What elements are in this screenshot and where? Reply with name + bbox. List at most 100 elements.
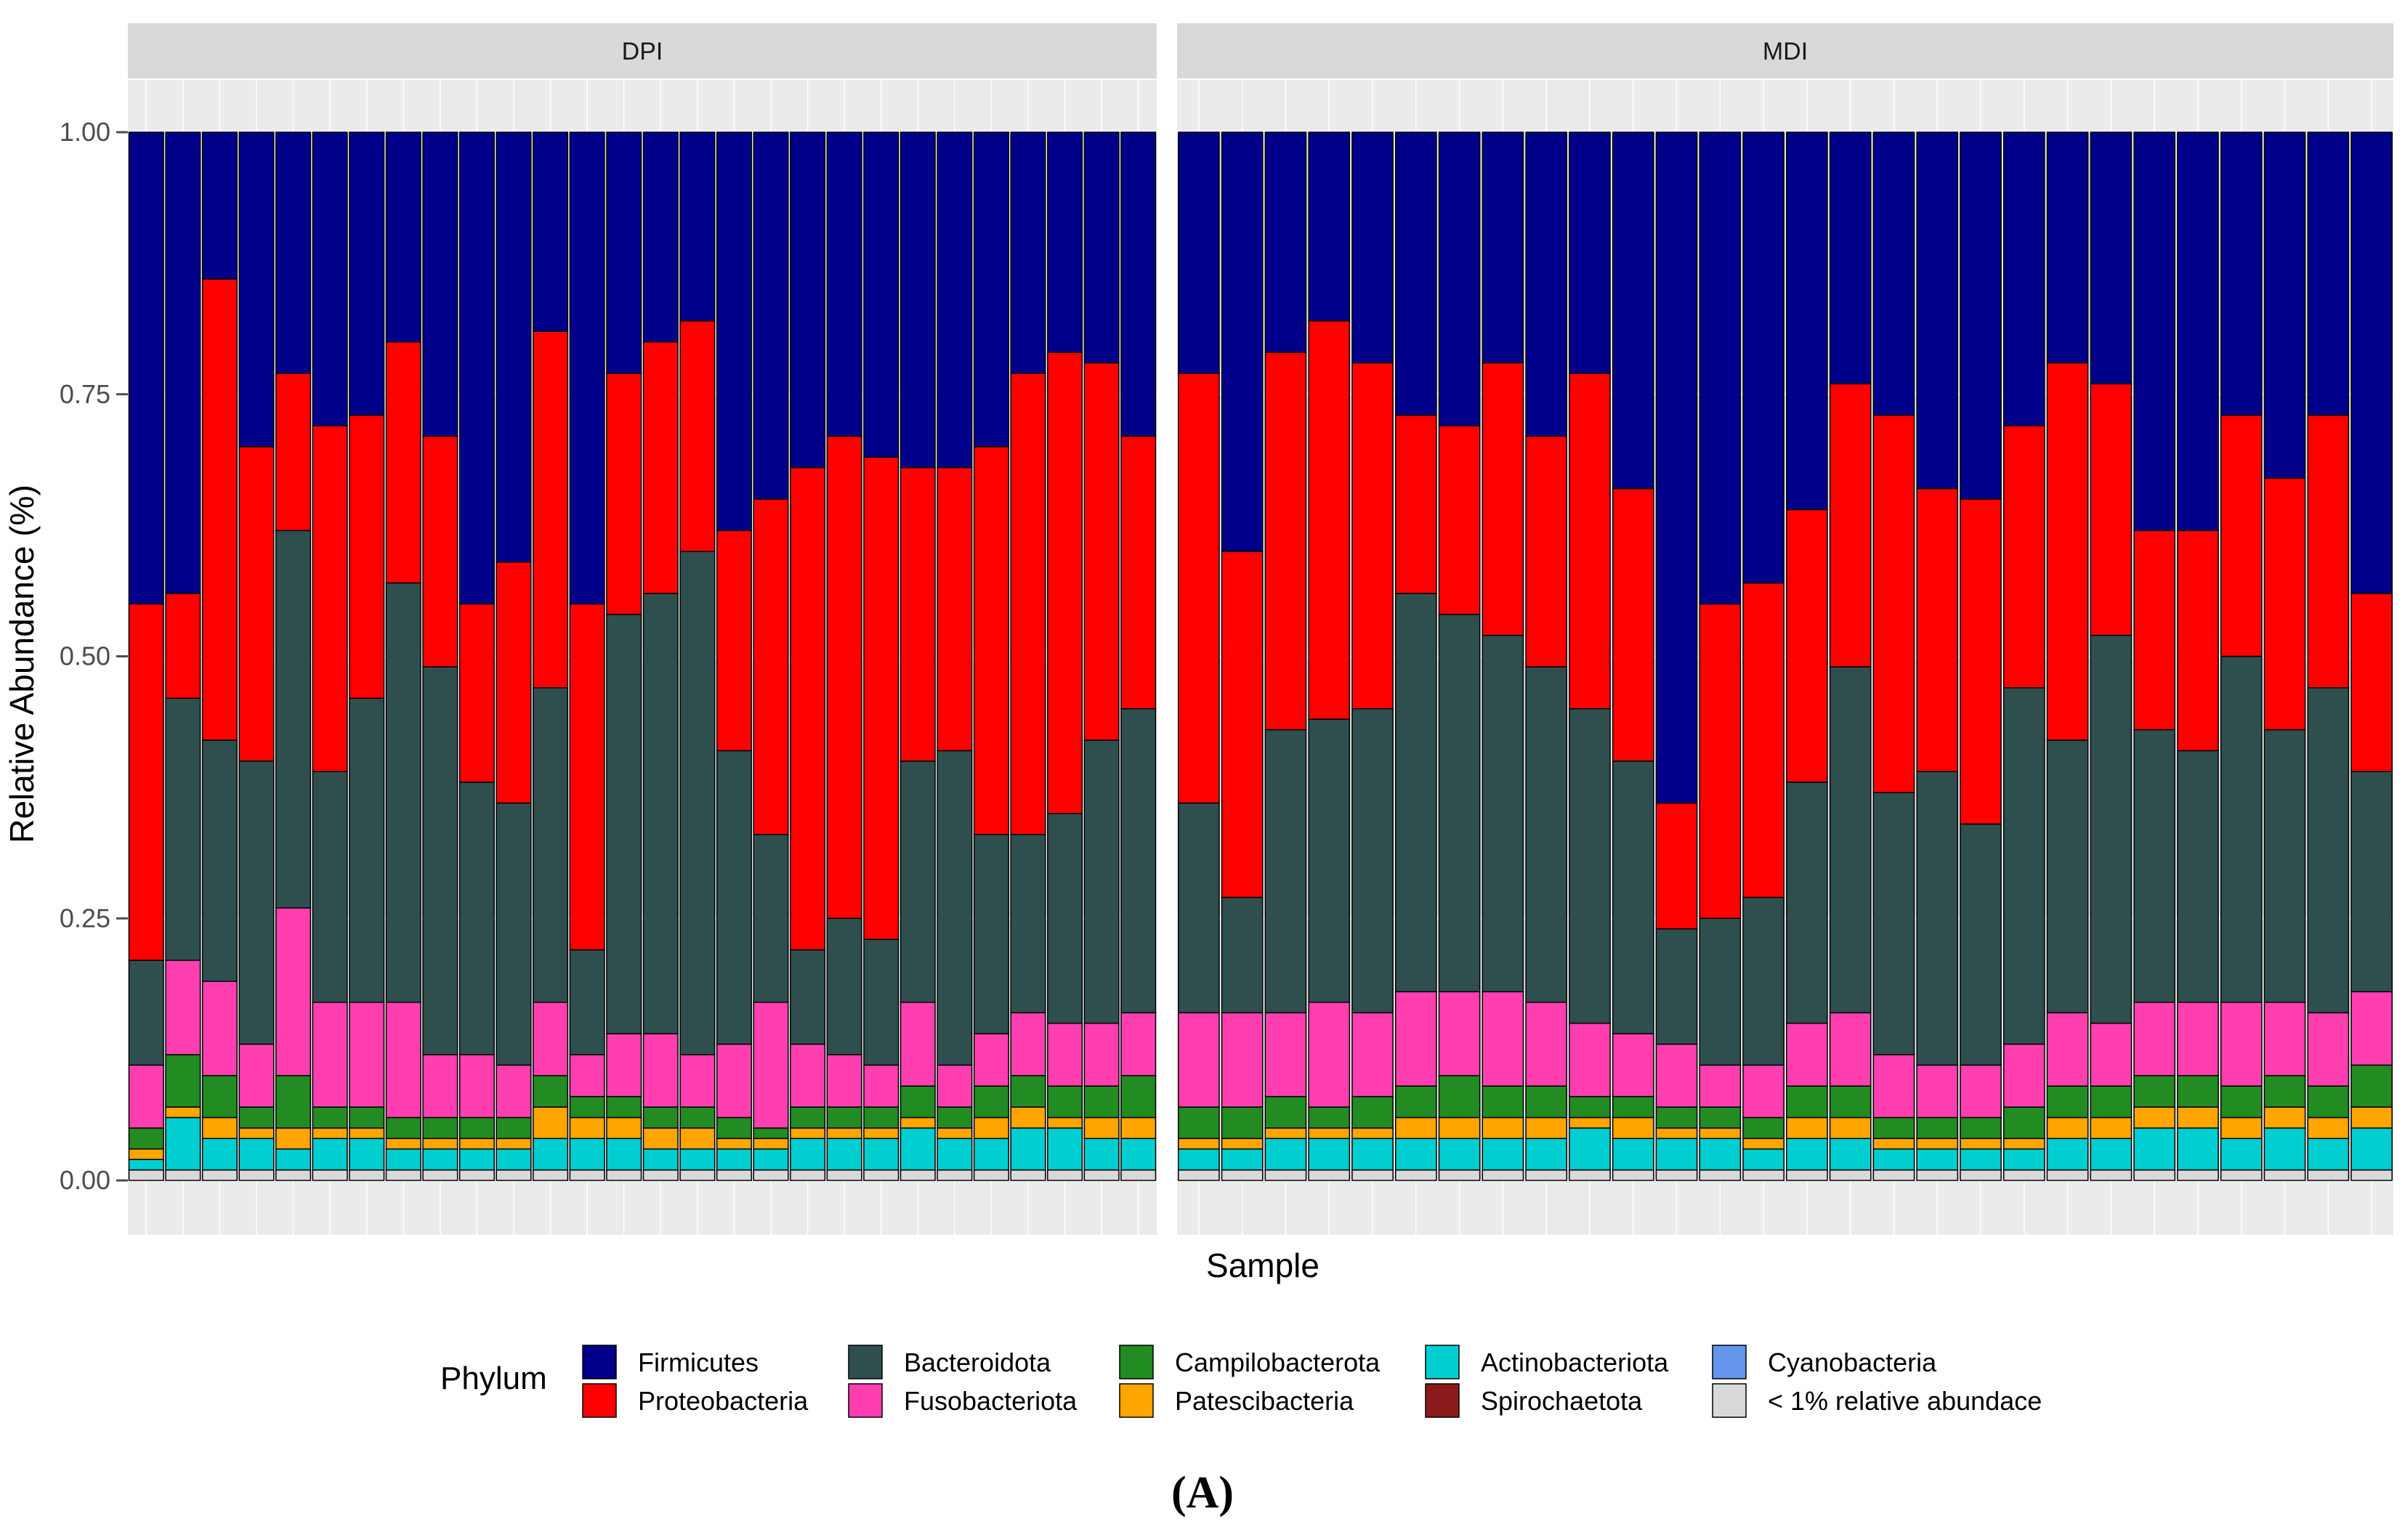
bar-segment-pates <box>679 1127 716 1150</box>
bar-segment-other <box>863 1169 900 1181</box>
bar-segment-campylo <box>2177 1074 2219 1108</box>
bar-segment-proteo <box>1786 508 1828 783</box>
bar-segment-proteo <box>1699 603 1742 919</box>
bar-segment-campylo <box>1221 1106 1264 1140</box>
bar-segment-campylo <box>238 1106 275 1129</box>
legend-key <box>848 1345 883 1379</box>
legend-key <box>1425 1383 1460 1418</box>
bar-segment-other <box>275 1169 312 1181</box>
bar-segment-fuso <box>1264 1012 1307 1098</box>
bar-segment-pates <box>201 1116 238 1140</box>
bar-segment-firmicutes <box>1010 131 1046 374</box>
bar-segment-campylo <box>1178 1106 1220 1140</box>
bar-segment-fuso <box>1308 1001 1351 1108</box>
bar-segment-proteo <box>1655 802 1698 930</box>
bar-segment-campylo <box>1308 1106 1351 1129</box>
bar-segment-pates <box>496 1138 532 1150</box>
bar-segment-actino <box>1438 1138 1481 1171</box>
bar-segment-actino <box>1829 1138 1872 1171</box>
bar-segment-fuso <box>642 1033 679 1108</box>
bar-segment-firmicutes <box>790 131 826 469</box>
bar-segment-other <box>312 1169 348 1181</box>
bar-segment-actino <box>1178 1148 1220 1171</box>
y-tick-label: 0.50 <box>60 641 110 671</box>
bar-segment-other <box>1264 1169 1307 1181</box>
bar-segment-proteo <box>1047 352 1083 814</box>
bar-segment-actino <box>1264 1138 1307 1171</box>
bar-segment-pates <box>1308 1127 1351 1140</box>
bar-segment-campylo <box>2263 1074 2306 1108</box>
bar-segment-other <box>1786 1169 1828 1181</box>
bar-segment-firmicutes <box>1308 131 1351 322</box>
bar-segment-pates <box>1612 1116 1654 1140</box>
bar-segment-other <box>642 1169 679 1181</box>
bar-segment-campylo <box>312 1106 348 1129</box>
bar-segment-fuso <box>312 1001 348 1108</box>
bar-segment-campylo <box>973 1085 1009 1119</box>
bar-segment-other <box>349 1169 385 1181</box>
bar-segment-fuso <box>2133 1001 2176 1077</box>
bar-segment-actino <box>1916 1148 1959 1171</box>
bar-segment-firmicutes <box>238 131 275 447</box>
bar-segment-firmicutes <box>1960 131 2002 500</box>
bar-segment-firmicutes <box>1786 131 1828 511</box>
bar-segment-bact <box>753 834 789 1003</box>
bar-segment-actino <box>716 1148 752 1171</box>
bar-segment-other <box>790 1169 826 1181</box>
bar-segment-campylo <box>569 1095 605 1119</box>
bar-segment-actino <box>2046 1138 2089 1171</box>
bar-segment-pates <box>349 1127 385 1140</box>
bar-segment-pates <box>1699 1127 1742 1140</box>
bar-segment-proteo <box>349 414 385 699</box>
bar-segment-bact <box>385 582 421 1003</box>
bar-segment-campylo <box>2351 1064 2393 1108</box>
bar-segment-proteo <box>1960 498 2002 825</box>
bar-segment-firmicutes <box>128 131 164 605</box>
bar-segment-bact <box>2046 739 2089 1013</box>
y-tick-label: 0.75 <box>60 379 110 409</box>
bar-segment-pates <box>422 1138 458 1150</box>
bar-segment-campylo <box>1047 1085 1083 1119</box>
bar-segment-proteo <box>1872 414 1915 793</box>
bar-segment-pates <box>973 1116 1009 1140</box>
bar-segment-campylo <box>128 1127 164 1150</box>
bar-segment-fuso <box>1010 1012 1046 1077</box>
bar-segment-actino <box>2133 1127 2176 1171</box>
bar-segment-proteo <box>569 603 605 951</box>
bar-segment-pates <box>2220 1116 2263 1140</box>
bar-segment-bact <box>128 960 164 1066</box>
bar-segment-pates <box>1264 1127 1307 1140</box>
bar-segment-bact <box>973 834 1009 1034</box>
bar-segment-pates <box>826 1127 862 1140</box>
bar-segment-pates <box>1786 1116 1828 1140</box>
bar-segment-other <box>1960 1169 2002 1181</box>
bar-segment-proteo <box>642 341 679 594</box>
bar-segment-bact <box>1083 739 1120 1024</box>
bar-segment-other <box>606 1169 642 1181</box>
bar-segment-firmicutes <box>201 131 238 280</box>
bar-segment-fuso <box>1394 991 1437 1087</box>
bar-segment-proteo <box>1083 362 1120 741</box>
bar-segment-proteo <box>1178 373 1220 804</box>
y-tick-label: 0.25 <box>60 903 110 933</box>
bar-segment-pates <box>753 1138 789 1150</box>
bar-segment-fuso <box>1699 1064 1742 1108</box>
bar-segment-other <box>201 1169 238 1181</box>
bar-segment-pates <box>900 1116 936 1129</box>
bar-segment-actino <box>312 1138 348 1171</box>
bar-segment-campylo <box>679 1106 716 1129</box>
bar-segment-other <box>1351 1169 1394 1181</box>
bar-segment-campylo <box>1394 1085 1437 1119</box>
bar-segment-proteo <box>2351 593 2393 772</box>
bar-segment-firmicutes <box>1569 131 1611 374</box>
bar-segment-firmicutes <box>349 131 385 416</box>
bar-segment-firmicutes <box>900 131 936 469</box>
bar-segment-fuso <box>2263 1001 2306 1077</box>
y-tick-label: 1.00 <box>60 117 110 147</box>
bar-segment-campylo <box>2133 1074 2176 1108</box>
bar-segment-bact <box>2133 729 2176 1003</box>
bar-segment-other <box>2046 1169 2089 1181</box>
bar-segment-campylo <box>275 1074 312 1129</box>
bar-segment-firmicutes <box>1916 131 1959 490</box>
bar-segment-other <box>1742 1169 1784 1181</box>
